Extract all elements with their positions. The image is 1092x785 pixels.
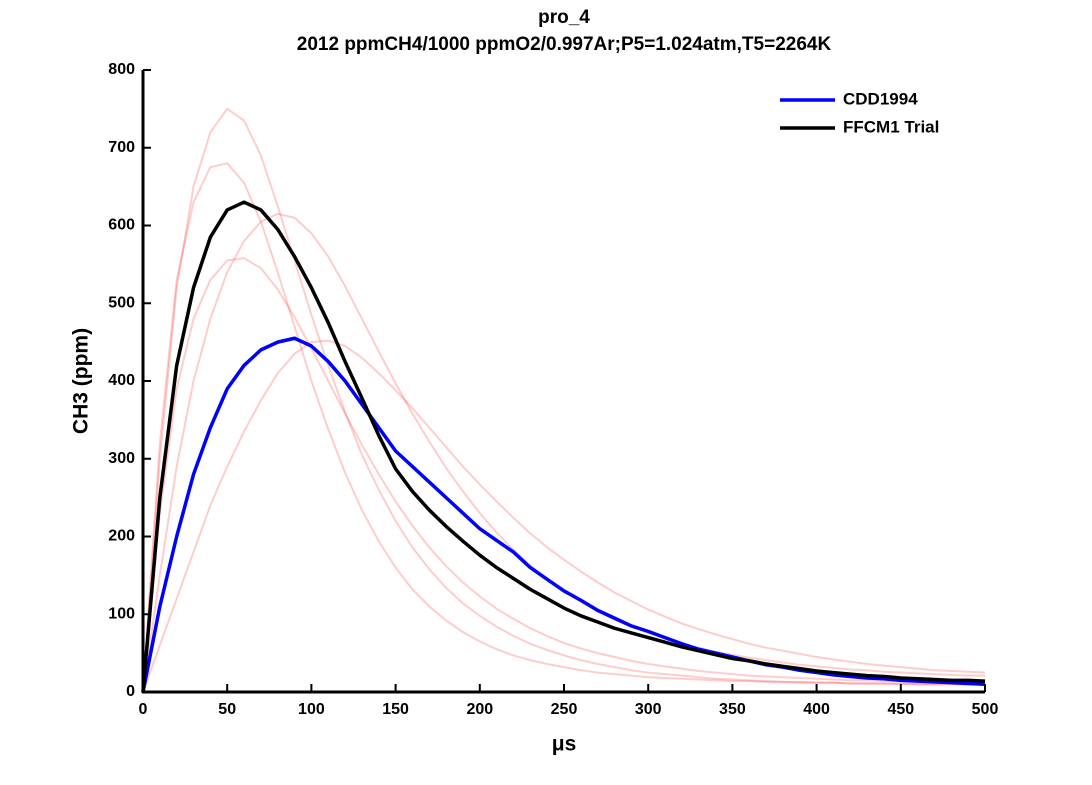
x-tick-label: 400 [803,701,830,718]
y-tick-label: 700 [108,139,135,156]
series-line [141,200,986,693]
x-tick-label: 350 [719,701,746,718]
legend-label: CDD1994 [843,89,918,108]
x-tick-label: 50 [218,701,236,718]
y-tick-label: 400 [108,372,135,389]
x-tick-label: 200 [466,701,493,718]
y-tick-label: 200 [108,528,135,545]
x-tick-label: 250 [551,701,578,718]
ensemble-line [142,162,985,693]
x-axis-label: μs [552,733,577,756]
x-tick-label: 100 [298,701,325,718]
ensemble-line [142,107,985,693]
y-tick-label: 800 [108,61,135,78]
x-tick-label: 450 [887,701,914,718]
series-line [141,336,986,693]
y-tick-label: 600 [108,217,135,234]
y-tick-label: 300 [108,450,135,467]
legend-label: FFCM1 Trial [843,117,939,136]
x-tick-label: 300 [635,701,662,718]
y-axis-label: CH3 (ppm) [70,328,93,434]
x-tick-label: 500 [972,701,999,718]
y-tick-label: 100 [108,605,135,622]
ensemble-line [142,257,985,693]
x-tick-label: 0 [139,701,148,718]
chart-title: pro_4 [538,7,590,28]
chart-subtitle: 2012 ppmCH4/1000 ppmO2/0.997Ar;P5=1.024a… [297,34,832,55]
ensemble-line [142,339,986,693]
y-tick-label: 500 [108,294,135,311]
y-tick-label: 0 [126,683,135,700]
x-tick-label: 150 [382,701,409,718]
